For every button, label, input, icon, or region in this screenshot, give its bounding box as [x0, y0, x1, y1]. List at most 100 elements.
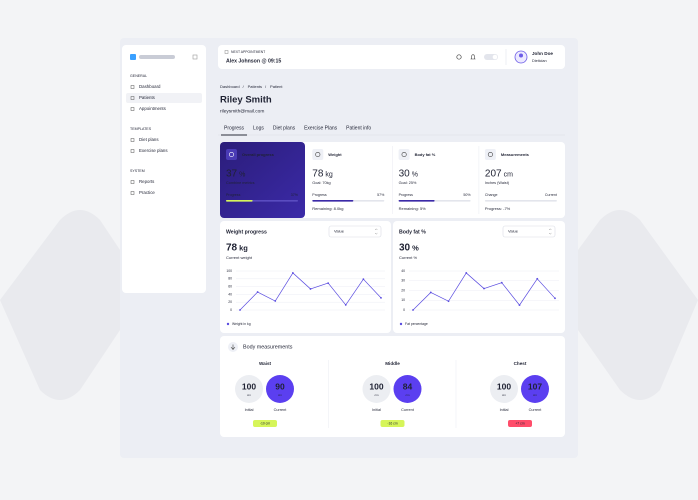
nav-item[interactable]: Diet plans [139, 137, 159, 142]
change-text: -16 cm [387, 422, 398, 426]
y-tick-label: 30 [401, 279, 405, 283]
card-icon-glyph [401, 152, 407, 158]
bar-value: Current [545, 193, 557, 197]
progress-fill [398, 200, 435, 202]
select[interactable] [328, 225, 382, 238]
select-value[interactable]: Value [334, 229, 345, 234]
measure-value: 100 [242, 381, 256, 391]
card [220, 336, 565, 437]
y-tick-label: 100 [226, 269, 232, 273]
card-title: Measurements [501, 152, 530, 157]
bg-shape [0, 210, 120, 400]
chart-value: 78 [226, 243, 238, 254]
select[interactable] [502, 225, 556, 238]
nav-icon [130, 149, 135, 153]
card-title: Overall progress [242, 152, 275, 157]
breadcrumb-sep: / [265, 84, 267, 89]
measure-value: 107 [528, 381, 542, 391]
section-heading: GENERAL [130, 74, 147, 78]
card-icon-glyph [315, 152, 321, 158]
tab[interactable]: Diet plans [273, 125, 296, 131]
settings-icon[interactable] [456, 54, 462, 60]
logo-text [139, 55, 175, 59]
calendar-icon [224, 50, 229, 54]
y-tick-label: 20 [228, 300, 232, 304]
nav-icon [130, 85, 135, 89]
nav-item[interactable]: Practice [139, 190, 155, 195]
nav-item[interactable]: Dashboard [139, 84, 161, 89]
card-unit: cm [504, 171, 514, 178]
point [309, 288, 312, 290]
change-text: +7 cm [515, 422, 525, 426]
measure-name: Waist [259, 361, 272, 366]
select-value[interactable]: Value [508, 229, 519, 234]
point [465, 272, 468, 274]
card-icon-glyph [229, 152, 235, 158]
progress-fill [312, 200, 354, 202]
measure-label: Initial [500, 408, 509, 412]
measure-label: Initial [245, 408, 254, 412]
measure-unit: cm [247, 393, 252, 397]
point [500, 281, 503, 284]
nav-active [126, 93, 202, 103]
tab[interactable]: Progress [224, 125, 245, 131]
point [429, 291, 432, 294]
breadcrumb-item[interactable]: Dashboard [220, 84, 240, 89]
progress-fill [226, 200, 253, 202]
measure-value: 100 [497, 381, 511, 391]
y-tick-label: 80 [228, 277, 232, 281]
collapse-icon [192, 54, 198, 60]
appointment-label: NEXT APPOINTMENT [231, 50, 265, 54]
card-value: 207 [485, 169, 502, 180]
point [518, 304, 521, 307]
point [274, 300, 277, 302]
nav-item[interactable]: Reports [139, 179, 155, 184]
measure-name: Chest [514, 361, 527, 366]
nav-item[interactable]: Patients [139, 95, 156, 100]
legend-label: Fat percentage [405, 322, 428, 326]
breadcrumb-item: Patient [270, 84, 283, 89]
change-text: -10 cm [260, 422, 271, 426]
logo-mark [130, 54, 136, 60]
point [239, 309, 241, 311]
point [327, 282, 330, 284]
bar-label: Progress [312, 193, 327, 197]
card-unit: % [239, 171, 245, 178]
breadcrumb-item[interactable]: Patients [248, 84, 262, 89]
y-tick-label: 20 [401, 288, 405, 292]
y-tick-label: 40 [401, 269, 405, 273]
measure-unit: cm [375, 393, 380, 397]
chart-sub: Current % [399, 255, 417, 260]
card-icon-glyph [487, 152, 493, 158]
measure-unit: cm [533, 393, 538, 397]
point [362, 278, 365, 281]
bar-value: 57% [377, 193, 385, 197]
nav-icon [130, 138, 135, 142]
point [447, 300, 450, 303]
progress-track [484, 200, 557, 202]
bell-icon[interactable] [470, 54, 476, 60]
legend-swatch [226, 322, 230, 326]
card-value: 30 [399, 169, 411, 180]
tab[interactable]: Logs [253, 125, 264, 131]
nav-icon [130, 180, 135, 184]
nav-icon [130, 191, 135, 195]
tab[interactable]: Patient info [346, 125, 371, 131]
appointment: Alex Johnson @ 09:15 [226, 58, 281, 64]
change-badge [380, 420, 405, 427]
tab[interactable]: Exercise Plans [304, 125, 338, 131]
y-tick-label: 0 [403, 308, 405, 312]
point [554, 297, 556, 300]
nav-item[interactable]: Exercise plans [139, 148, 168, 153]
user-role: Dietician [532, 59, 547, 63]
toggle-knob [492, 54, 498, 60]
nav-item[interactable]: Appointments [139, 106, 167, 111]
bar-label: Progress [226, 193, 241, 197]
card-unit: % [412, 171, 418, 178]
app: GENERAL Dashboard Patients Appointments TEMP… [122, 45, 565, 437]
section-icon-glyph [230, 344, 236, 350]
nav-icon [130, 96, 135, 100]
patient-email: rileysmith@mail.com [220, 108, 264, 114]
card-footer: Progress: -7% [485, 206, 511, 211]
